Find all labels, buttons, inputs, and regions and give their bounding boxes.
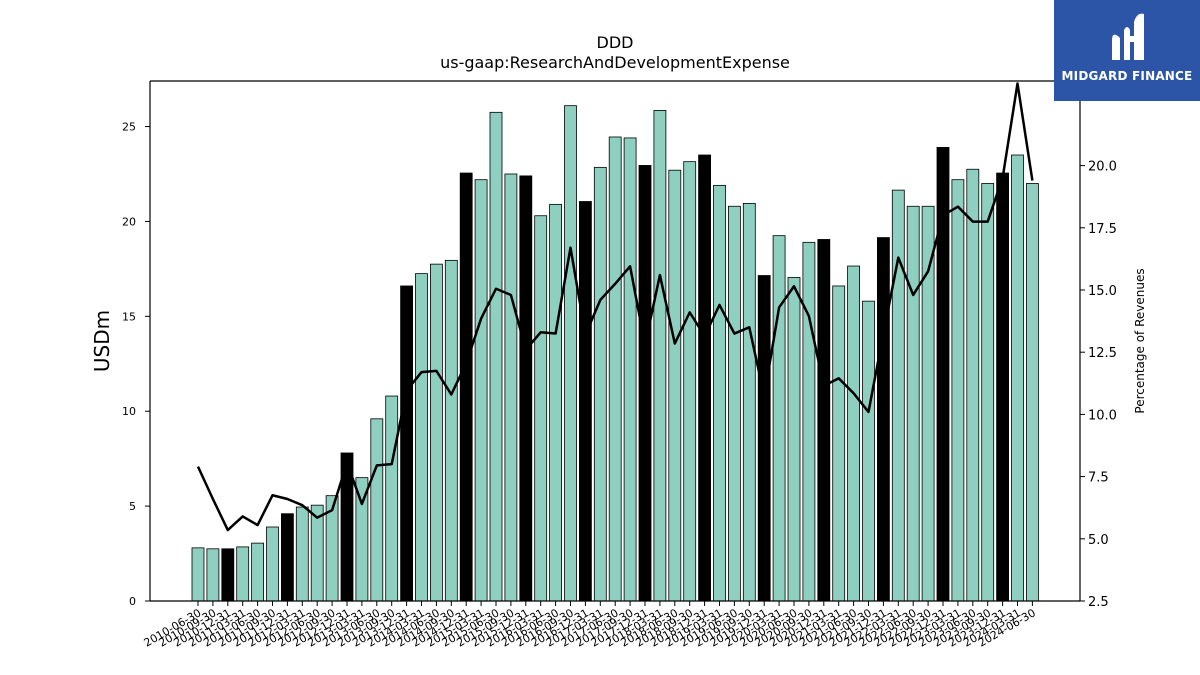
bar [996,172,1009,602]
midgard-logo-mark-icon [1112,13,1144,60]
bar [668,169,682,602]
bar [236,546,250,602]
bar [772,235,786,602]
bar [579,201,592,602]
bar [921,205,935,602]
bar [415,273,428,602]
bar [862,300,875,602]
bar [638,165,652,602]
bar [504,173,518,602]
y2-tick-label: 5.0 [1088,533,1109,548]
bar [623,137,637,602]
bar [698,154,711,602]
bar [877,237,890,602]
bar [757,275,771,602]
bar [564,105,577,602]
bar [519,175,533,602]
y2-tick-label: 7.5 [1088,471,1109,486]
bar [981,183,995,602]
bar [847,265,860,602]
bar [1026,183,1039,602]
bar [444,259,458,602]
y2-tick-label: 12.5 [1088,346,1117,361]
bar [429,263,443,602]
bar [742,203,756,602]
bar [966,168,980,602]
brand-logo-text: MIDGARD FINANCE [1061,69,1193,83]
bar [891,189,905,602]
bar [206,548,220,602]
y2-tick-label: 2.5 [1088,595,1109,610]
bar [266,526,279,602]
bar [802,241,816,602]
y2-tick-label: 15.0 [1088,284,1117,299]
bar [728,205,741,602]
bar [817,239,831,602]
bar [549,203,562,602]
bar [251,542,265,602]
bar [459,172,473,602]
y2-axis-label: Percentage of Revenues [1133,268,1147,413]
y-tick-label: 10 [122,405,136,418]
series-line [196,82,1034,532]
y-tick-label: 0 [129,595,136,608]
bar [683,161,697,602]
bar [787,277,801,602]
bar [295,506,309,602]
plot-area: 05101520252.55.07.510.012.515.017.520.02… [122,80,1117,650]
bar [280,513,294,602]
y-tick-label: 20 [122,215,136,228]
chart-title-group: DDD us-gaap:ResearchAndDevelopmentExpens… [440,33,790,72]
y-tick-label: 25 [122,121,136,134]
bar [713,184,726,602]
bar [370,418,384,602]
bar [489,111,503,602]
y2-tick-label: 20.0 [1088,160,1117,175]
bar [593,166,607,602]
bar [832,285,846,602]
y-tick-label: 15 [122,310,136,323]
bar [906,205,920,602]
chart-subtitle: us-gaap:ResearchAndDevelopmentExpense [440,53,790,72]
bar [400,285,414,602]
bar [534,215,548,602]
bar [310,504,324,602]
brand-logo: MIDGARD FINANCE [1054,0,1200,101]
y-tick-label: 5 [129,500,136,513]
bar [653,110,667,602]
bar [191,547,205,602]
y2-tick-label: 10.0 [1088,408,1117,423]
y2-tick-label: 17.5 [1088,222,1117,237]
chart-title: DDD [597,33,634,52]
bar [608,136,622,602]
y-axis-label: USDm [90,310,114,372]
bar [221,548,235,602]
bar [474,179,488,602]
bar [951,179,965,602]
bar [1011,154,1024,602]
bar [385,395,399,602]
